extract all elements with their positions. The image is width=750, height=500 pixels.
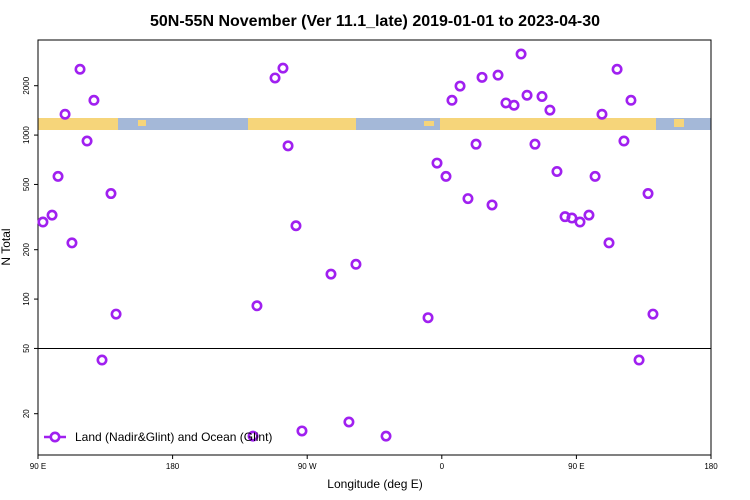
point [536,90,548,102]
point [59,108,71,120]
point [529,138,541,150]
point [515,48,527,60]
point [251,300,263,312]
point [81,135,93,147]
y-tick-label: 50 [22,343,31,352]
point [290,220,302,232]
point [325,268,337,280]
point [110,308,122,320]
point [559,211,571,223]
point [603,237,615,249]
point [343,416,355,428]
point [247,430,259,442]
x-tick-label: 180 [704,462,718,471]
legend-label: Land (Nadir&Glint) and Ocean (Glint) [75,430,272,444]
y-tick-label: 1000 [22,126,31,144]
x-tick-label: 90 E [568,462,584,471]
point [431,157,443,169]
point [544,104,556,116]
point [596,108,608,120]
point [476,71,488,83]
point [583,209,595,221]
point [446,94,458,106]
point [52,170,64,182]
point [37,216,49,228]
point [269,72,281,84]
y-tick-label: 2000 [22,76,31,94]
chart-title: 50N-55N November (Ver 11.1_late) 2019-01… [150,13,600,30]
y-tick-label: 100 [22,292,31,306]
point [440,170,452,182]
point [470,138,482,150]
legend-marker [49,431,61,443]
point [611,63,623,75]
point [74,63,86,75]
point [46,209,58,221]
point [66,237,78,249]
point [462,193,474,205]
point [422,312,434,324]
x-tick-label: 90 E [30,462,46,471]
point [625,94,637,106]
point [647,308,659,320]
point [618,135,630,147]
x-axis-label: Longitude (deg E) [327,477,422,491]
point [492,69,504,81]
y-tick-label: 200 [22,242,31,256]
point [642,188,654,200]
y-tick-label: 20 [22,409,31,418]
point [454,80,466,92]
point [508,99,520,111]
x-tick-label: 0 [440,462,445,471]
point [350,258,362,270]
point [105,188,117,200]
point [380,430,392,442]
point [589,170,601,182]
point [566,212,578,224]
point [296,425,308,437]
point [574,216,586,228]
point [633,354,645,366]
point [96,354,108,366]
y-axis-label: N Total [0,228,13,265]
x-tick-label: 90 W [298,462,317,471]
x-tick-label: 180 [166,462,180,471]
point [551,165,563,177]
y-tick-label: 500 [22,177,31,191]
map-strip [38,118,711,130]
point [486,199,498,211]
point [88,94,100,106]
point [521,89,533,101]
point [277,62,289,74]
point [282,140,294,152]
plot-frame [37,39,712,456]
